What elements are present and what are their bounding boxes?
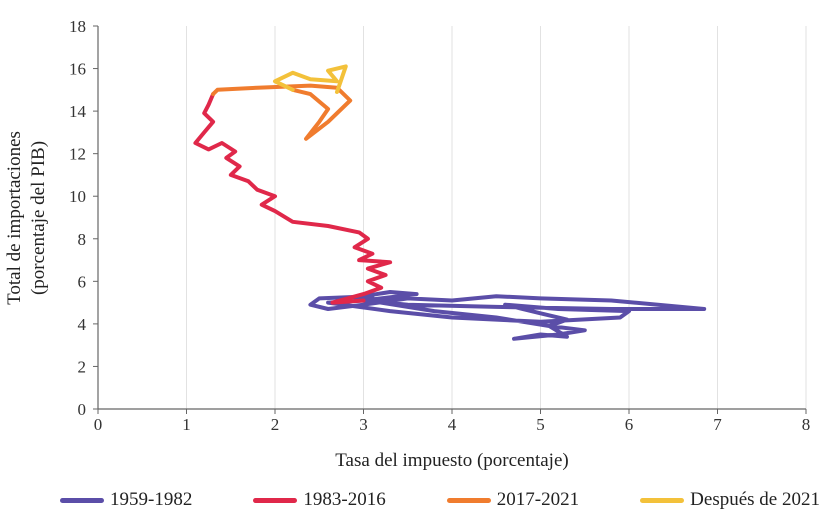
x-axis-title: Tasa del impuesto (porcentaje) (335, 450, 568, 471)
legend-label-despues-2021: Después de 2021 (690, 489, 820, 510)
y-tick-label-12: 12 (69, 145, 86, 164)
legend-swatch-2017-2021 (446, 497, 491, 503)
legend-item-1959-1982: 1959-1982 (60, 489, 192, 511)
x-tick-label-6: 6 (625, 415, 634, 434)
y-tick-label-2: 2 (78, 357, 87, 376)
x-tick-labels: 0 1 2 3 4 5 6 7 8 (94, 415, 811, 434)
legend-label-1959-1982: 1959-1982 (110, 489, 193, 510)
y-tick-label-16: 16 (69, 60, 86, 79)
y-axis-title-line2: (porcentaje del PIB) (28, 141, 49, 295)
y-axis-title-line1: Total de importaciones (4, 131, 25, 305)
legend-item-2017-2021: 2017-2021 (446, 489, 580, 511)
legend-swatch-1959-1982 (60, 497, 104, 503)
y-tick-labels: 0 2 4 6 8 10 12 14 16 18 (69, 17, 87, 419)
y-tick-label-14: 14 (69, 102, 87, 121)
y-tick-label-10: 10 (69, 187, 86, 206)
x-tick-label-4: 4 (448, 415, 457, 434)
y-tick-label-8: 8 (78, 230, 87, 249)
y-tick-label-4: 4 (78, 315, 87, 334)
axes (93, 25, 807, 414)
legend-item-despues-2021: Después de 2021 (640, 489, 820, 511)
legend-item-1983-2016: 1983-2016 (253, 489, 386, 511)
y-tick-label-0: 0 (78, 400, 87, 419)
series-line-1983-2016 (193, 92, 393, 305)
series-group (193, 64, 707, 341)
series-line-2017-2021 (211, 83, 353, 141)
y-tick-label-6: 6 (78, 272, 87, 291)
grid-lines (186, 26, 807, 409)
legend-label-2017-2021: 2017-2021 (496, 489, 580, 510)
series-line-despu-s-de-2021 (273, 64, 348, 94)
x-tick-label-8: 8 (802, 415, 811, 434)
legend-label-1983-2016: 1983-2016 (303, 489, 386, 510)
series-line-1959-1982 (308, 290, 707, 341)
x-tick-label-1: 1 (182, 415, 191, 434)
x-tick-label-2: 2 (271, 415, 280, 434)
legend-swatch-1983-2016 (253, 497, 298, 503)
x-tick-label-5: 5 (536, 415, 545, 434)
x-tick-label-3: 3 (359, 415, 368, 434)
legend: 1959-1982 1983-2016 2017-2021 Después de… (60, 486, 820, 514)
y-tick-label-18: 18 (69, 17, 86, 36)
x-tick-label-7: 7 (713, 415, 722, 434)
x-tick-label-0: 0 (94, 415, 103, 434)
legend-swatch-despues-2021 (640, 497, 685, 503)
